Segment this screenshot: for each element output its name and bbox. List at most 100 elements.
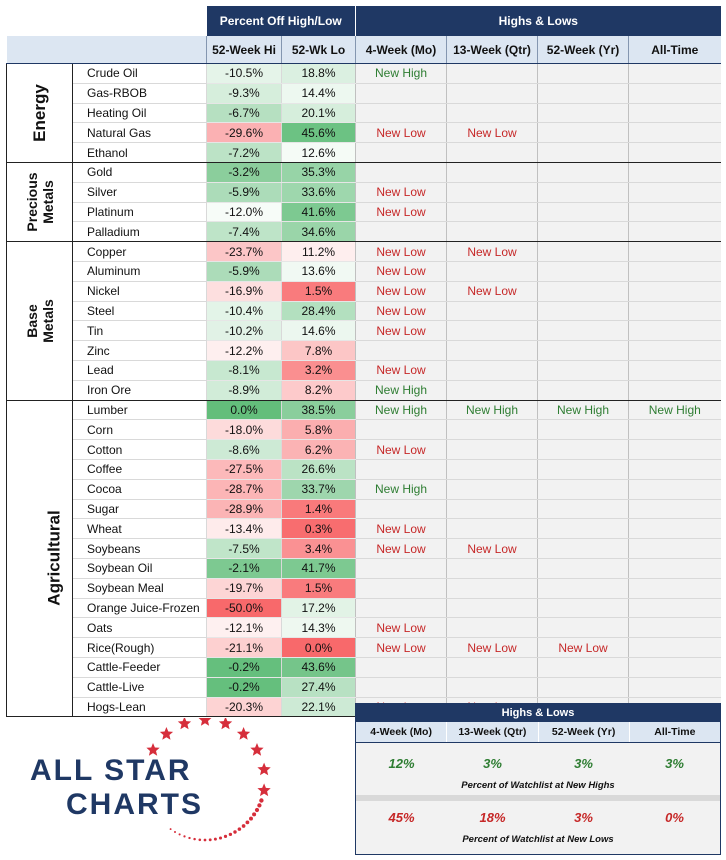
flag-m4 — [355, 340, 447, 361]
pct-off-high: -8.6% — [206, 439, 282, 460]
col-52wk-hi: 52-Week Hi — [206, 36, 282, 64]
commodity-name: Cattle-Live — [72, 677, 207, 698]
pct-off-low: 26.6% — [280, 459, 356, 480]
summary-divider — [356, 795, 720, 801]
flag-m4 — [355, 598, 447, 619]
pct-off-high: -0.2% — [206, 657, 282, 678]
summary-highs-caption: Percent of Watchlist at New Highs — [461, 780, 615, 791]
col-all-time: All-Time — [628, 36, 721, 64]
pct-off-high: -29.6% — [206, 122, 282, 144]
flag-y52 — [537, 578, 629, 599]
flag-at — [628, 241, 721, 262]
flag-q13 — [446, 340, 538, 361]
pct-off-low: 8.2% — [280, 380, 356, 401]
summary-high-52wk: 3% — [574, 756, 593, 771]
flag-m4: New Low — [355, 320, 447, 342]
pct-off-low: 1.4% — [280, 499, 356, 520]
star-icon — [257, 783, 271, 797]
flag-y52 — [537, 380, 629, 401]
flag-y52 — [537, 439, 629, 460]
flag-at — [628, 281, 721, 302]
header-row-top: Percent Off High/Low Highs & Lows — [6, 6, 721, 36]
pct-off-low: 33.6% — [280, 182, 356, 203]
flag-q13 — [446, 419, 538, 441]
flag-at — [628, 419, 721, 441]
table-row: Sugar -28.9% 1.4% — [7, 499, 721, 520]
table-row: Precious Metals Gold -3.2% 35.3% — [6, 161, 721, 243]
pct-off-high: -12.2% — [206, 340, 282, 361]
flag-q13 — [446, 617, 538, 639]
flag-q13 — [446, 677, 538, 698]
flag-y52 — [537, 83, 629, 104]
flag-m4: New High — [355, 400, 447, 421]
commodity-name: Aluminum — [72, 261, 207, 282]
flag-at — [628, 142, 721, 163]
pct-off-high: -3.2% — [206, 162, 282, 183]
flag-at — [628, 261, 721, 282]
logo-text-line1: ALL STAR — [30, 754, 192, 787]
pct-off-low: 0.0% — [280, 637, 356, 658]
flag-at — [628, 637, 721, 658]
commodity-name: Cattle-Feeder — [72, 657, 207, 678]
pct-off-low: 22.1% — [280, 697, 356, 718]
star-dot-icon — [178, 833, 181, 836]
flag-y52 — [537, 241, 629, 262]
category-label: Base Metals — [6, 241, 73, 401]
flag-m4: New Low — [355, 182, 447, 203]
table-row: Cotton -8.6% 6.2% New Low — [7, 439, 721, 460]
table-row: Soybeans -7.5% 3.4% New Low New Low — [7, 538, 721, 559]
flag-q13: New Low — [446, 281, 538, 302]
pct-off-high: -28.7% — [206, 479, 282, 500]
flag-y52 — [537, 301, 629, 322]
commodity-name: Gold — [72, 162, 207, 183]
col-52wk-lo: 52-Wk Lo — [280, 36, 356, 64]
star-dot-icon — [183, 835, 186, 838]
commodity-name: Wheat — [72, 518, 207, 540]
pct-off-high: -6.7% — [206, 103, 282, 124]
flag-y52 — [537, 320, 629, 342]
star-dot-icon — [188, 836, 191, 840]
table-row: Iron Ore -8.9% 8.2% New High — [7, 380, 721, 401]
pct-off-low: 11.2% — [280, 241, 356, 262]
summary-title: Highs & Lows — [356, 704, 720, 722]
star-dot-icon — [259, 798, 264, 803]
flag-y52 — [537, 677, 629, 698]
pct-off-high: -21.1% — [206, 637, 282, 658]
flag-at — [628, 360, 721, 381]
summary-col-52wk: 52-Week (Yr) — [537, 722, 629, 742]
table-row: Tin -10.2% 14.6% New Low — [7, 320, 721, 342]
flag-at — [628, 578, 721, 599]
star-dot-icon — [223, 834, 228, 838]
header-blank-sub — [6, 36, 207, 64]
pct-off-low: 1.5% — [280, 578, 356, 599]
flag-m4 — [355, 103, 447, 124]
table-row: Aluminum -5.9% 13.6% New Low — [7, 261, 721, 282]
flag-at — [628, 499, 721, 520]
header-blank — [6, 6, 207, 36]
flag-at — [628, 617, 721, 639]
table-row: Coffee -27.5% 26.6% — [7, 459, 721, 480]
flag-at — [628, 340, 721, 361]
summary-columns: 4-Week (Mo) 13-Week (Qtr) 52-Week (Yr) A… — [356, 722, 720, 743]
commodity-name: Gas-RBOB — [72, 83, 207, 104]
commodity-name: Steel — [72, 301, 207, 322]
col-52wk: 52-Week (Yr) — [537, 36, 629, 64]
pct-off-high: -10.2% — [206, 320, 282, 342]
table-row: Platinum -12.0% 41.6% New Low — [7, 202, 721, 223]
star-icon — [177, 718, 192, 730]
flag-m4: New Low — [355, 202, 447, 223]
pct-off-low: 14.3% — [280, 617, 356, 639]
star-dot-icon — [241, 824, 246, 828]
commodity-name: Heating Oil — [72, 103, 207, 124]
flag-y52 — [537, 182, 629, 203]
flag-at: New High — [628, 400, 721, 421]
commodity-name: Zinc — [72, 340, 207, 361]
pct-off-high: -50.0% — [206, 598, 282, 619]
star-dot-icon — [198, 838, 202, 842]
flag-y52 — [537, 360, 629, 381]
flag-q13 — [446, 320, 538, 342]
commodity-name: Rice(Rough) — [72, 637, 207, 658]
flag-q13: New High — [446, 400, 538, 421]
flag-m4 — [355, 657, 447, 678]
flag-m4: New Low — [355, 518, 447, 540]
